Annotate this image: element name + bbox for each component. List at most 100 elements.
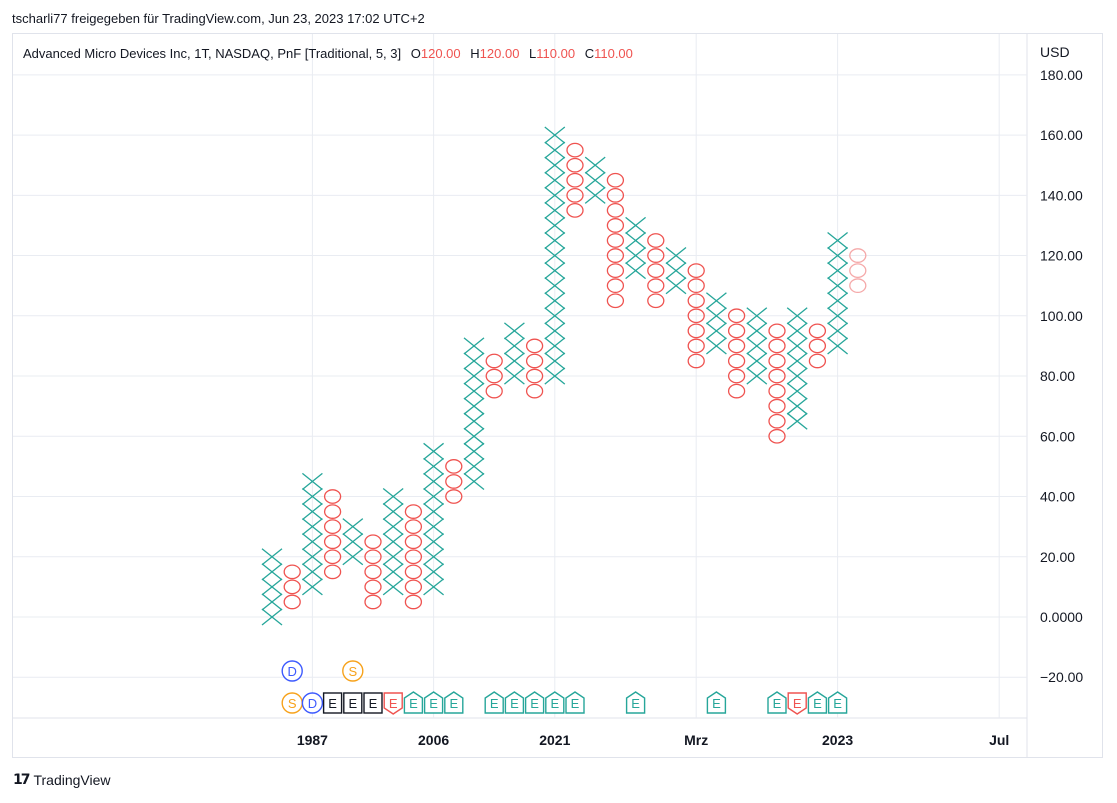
x-box: [786, 382, 808, 400]
x-tick-label: Jul: [989, 732, 1009, 748]
dividend-event-marker: D: [281, 660, 303, 682]
o-box: [485, 383, 503, 399]
earnings-badge: [787, 692, 807, 715]
x-box: [827, 307, 849, 325]
x-column: [382, 487, 404, 596]
earnings-badge: [444, 691, 464, 714]
event-letter: D: [288, 664, 297, 679]
earnings-neutral-event-marker: E: [322, 692, 343, 714]
y-tick-label: 80.00: [1040, 368, 1075, 384]
o-box: [687, 263, 705, 278]
o-box: [323, 504, 342, 519]
x-column: [746, 307, 768, 385]
x-box: [301, 578, 323, 596]
x-box: [544, 141, 566, 159]
x-box: [544, 186, 566, 204]
o-box: [768, 323, 786, 339]
time-axis: 1987 2006 2021 Mrz 2023 Jul: [297, 732, 1009, 748]
o-column: [727, 308, 746, 399]
o-box: [606, 172, 625, 188]
x-box: [544, 337, 566, 355]
x-box: [544, 171, 566, 189]
o-box: [404, 579, 423, 595]
x-box: [827, 231, 849, 250]
o-column: [445, 459, 463, 504]
earnings-badge: [625, 691, 646, 714]
earnings-badge: [827, 691, 848, 714]
x-box: [382, 518, 404, 536]
x-box: [423, 578, 445, 596]
o-box: [404, 594, 423, 610]
o-box: [485, 368, 503, 384]
x-box: [665, 247, 687, 265]
y-tick-label: 100.00: [1040, 308, 1083, 324]
o-column: [404, 504, 423, 610]
x-box: [544, 247, 566, 265]
o-box: [404, 549, 423, 565]
x-box: [827, 262, 849, 280]
o-box: [687, 338, 705, 354]
earnings-up-event-marker: E: [767, 691, 787, 714]
x-box: [423, 442, 445, 460]
event-letter: E: [833, 696, 842, 711]
x-box: [584, 171, 606, 189]
o-box: [323, 549, 342, 565]
earnings-up-event-marker: E: [706, 691, 727, 714]
x-box: [261, 563, 283, 581]
o-box: [647, 263, 665, 278]
earnings-badge: [484, 691, 504, 714]
y-tick-label: 140.00: [1040, 187, 1083, 203]
x-box: [705, 322, 727, 340]
earnings-badge: [706, 691, 727, 714]
x-box: [786, 352, 808, 370]
o-box: [687, 353, 705, 369]
o-box: [849, 278, 867, 294]
o-column: [485, 353, 503, 399]
x-box: [382, 503, 404, 521]
o-box: [727, 338, 746, 354]
o-box: [687, 323, 705, 339]
x-box: [503, 322, 525, 340]
o-box: [445, 489, 463, 504]
event-letter: D: [308, 696, 317, 711]
split-event-marker: S: [342, 660, 364, 682]
x-box: [786, 322, 808, 340]
currency-label: USD: [1040, 44, 1070, 60]
x-tick-label: Mrz: [684, 732, 708, 748]
o-box: [283, 564, 301, 580]
x-box: [301, 487, 323, 506]
dividend-badge: [301, 692, 324, 714]
x-box: [786, 307, 808, 325]
x-box: [463, 442, 485, 460]
o-box: [647, 233, 665, 248]
event-letter: E: [793, 696, 802, 711]
x-box: [382, 548, 404, 566]
x-box: [827, 292, 849, 310]
x-tick-label: 1987: [297, 732, 328, 748]
x-box: [382, 578, 404, 596]
o-box: [566, 203, 584, 218]
x-box: [827, 277, 849, 295]
o-box: [606, 248, 625, 263]
x-box: [423, 518, 445, 536]
y-tick-label: 160.00: [1040, 127, 1083, 143]
o-box: [687, 308, 705, 324]
earnings-neutral-event-marker: E: [363, 692, 383, 714]
chart-frame[interactable]: [12, 33, 1103, 758]
x-tick-label: 2023: [822, 732, 853, 748]
tradingview-logo-icon: 17: [13, 772, 31, 788]
symbol-legend[interactable]: Advanced Micro Devices Inc, 1T, NASDAQ, …: [23, 46, 633, 61]
x-box: [544, 126, 566, 144]
x-box: [301, 533, 323, 551]
legend-open-value: 120.00: [420, 46, 461, 61]
x-column: [705, 292, 727, 355]
event-letter: S: [348, 664, 357, 679]
o-box: [283, 594, 301, 610]
o-box: [445, 459, 463, 474]
x-box: [463, 352, 485, 370]
dividend-event-marker: D: [301, 692, 324, 714]
tradingview-logo[interactable]: 17 TradingView: [13, 772, 111, 788]
x-box: [423, 563, 445, 581]
o-box: [768, 368, 786, 384]
